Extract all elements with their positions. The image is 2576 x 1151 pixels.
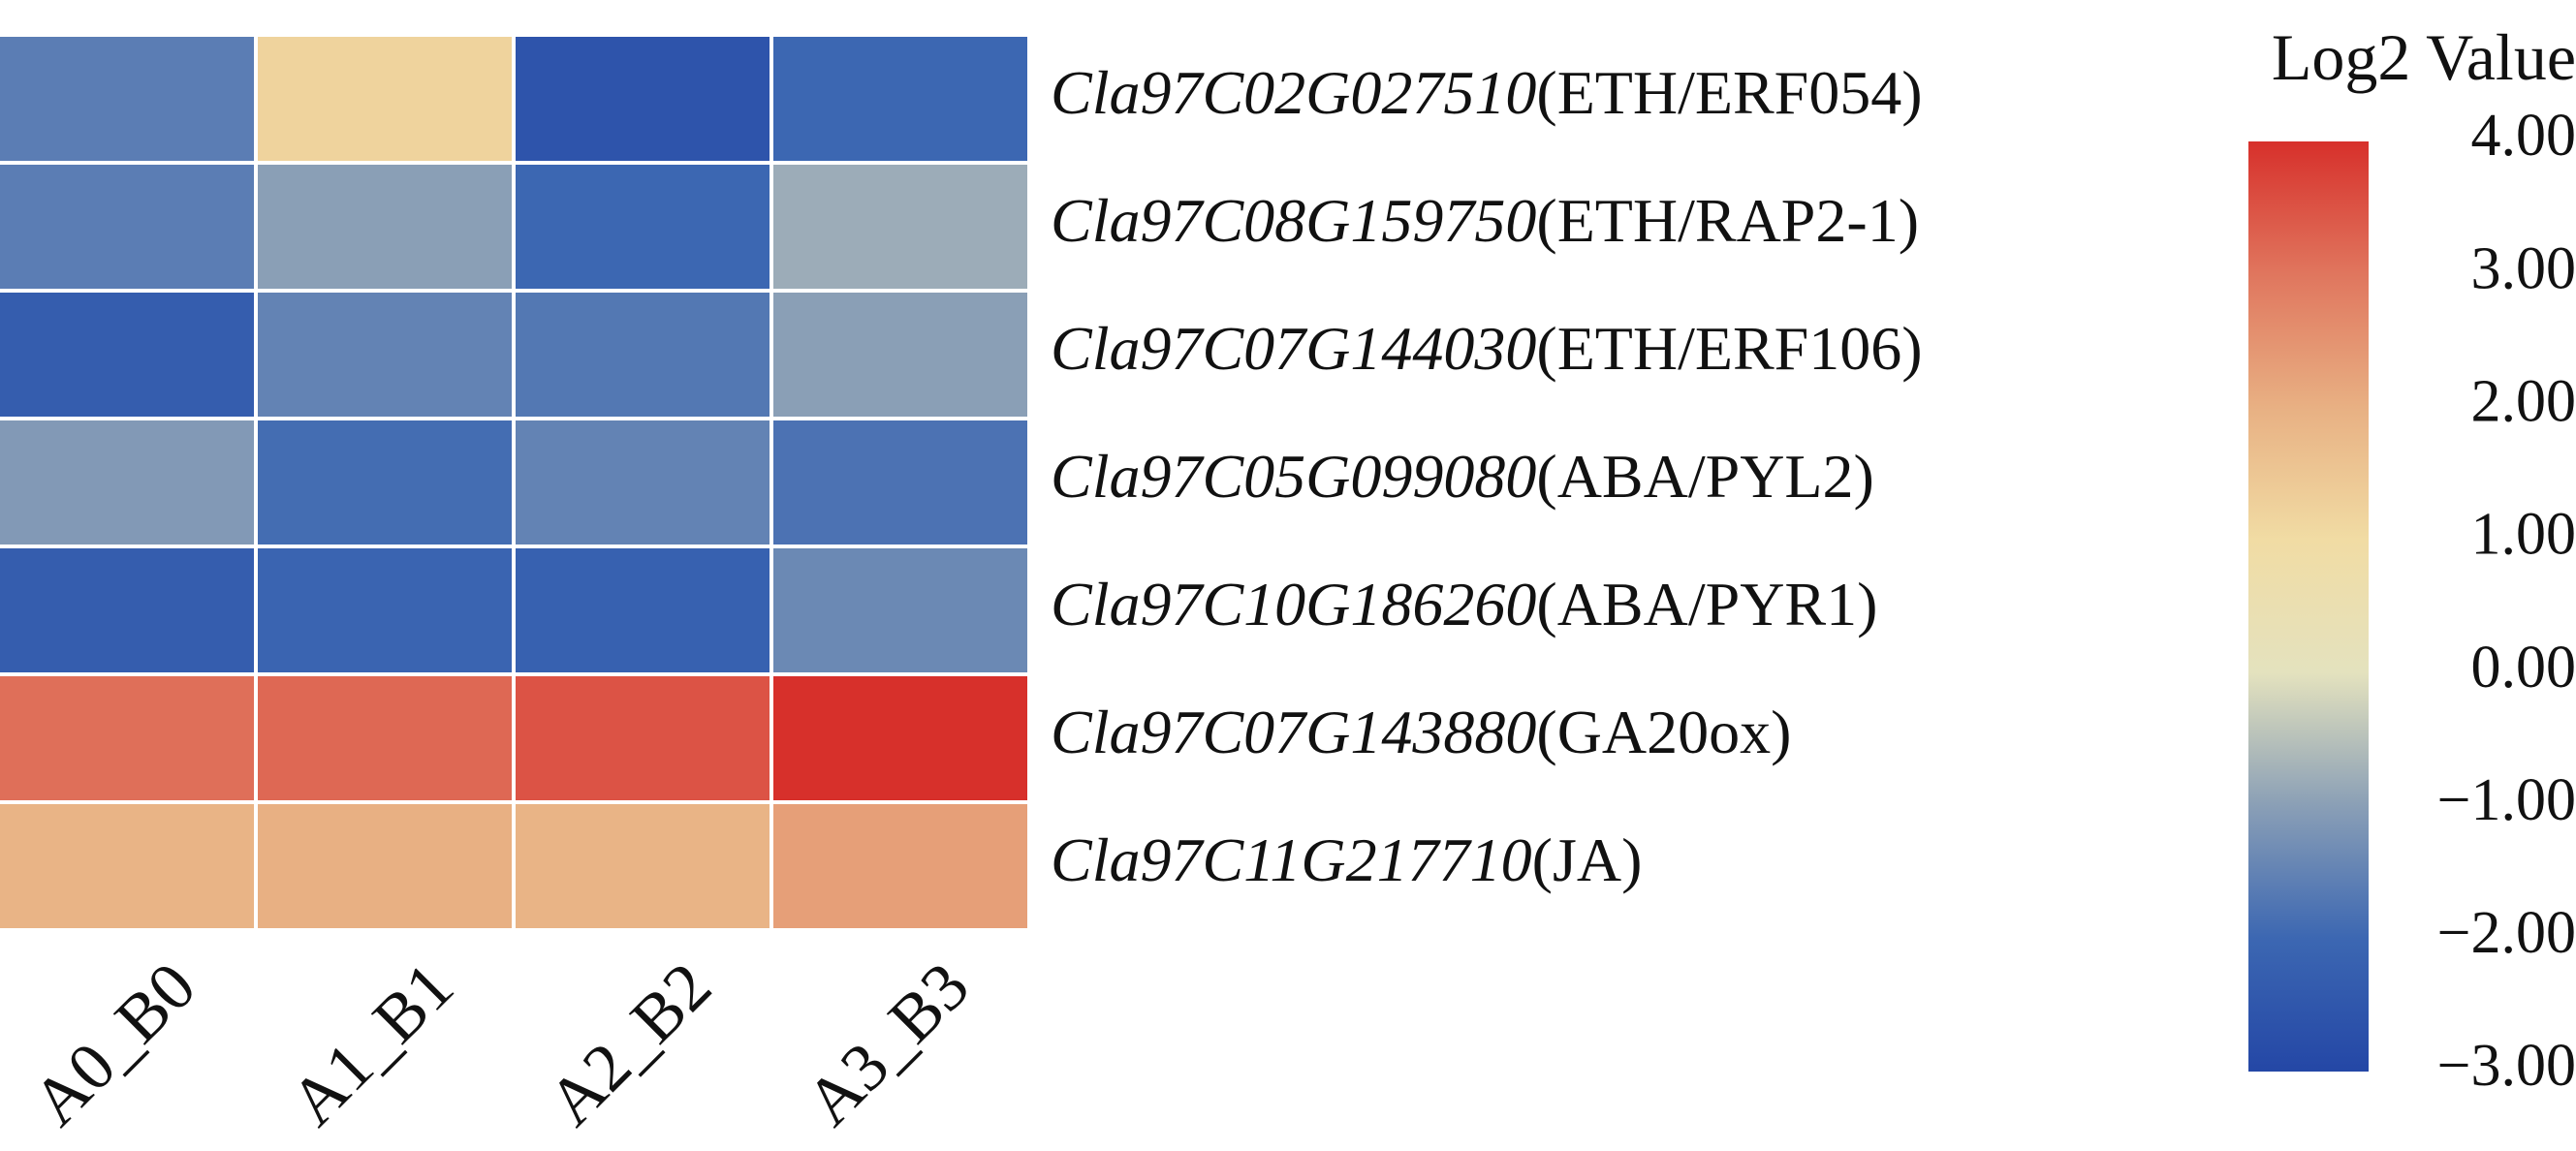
row-label: Cla97C10G186260(ABA/PYR1) (1051, 570, 1877, 638)
colorbar-tick-label: −2.00 (2437, 900, 2576, 966)
heatmap-cell (516, 37, 770, 161)
heatmap-cell (258, 548, 512, 672)
row-label: Cla97C08G159750(ETH/RAP2-1) (1051, 186, 1919, 255)
gene-annotation: (ETH/RAP2-1) (1536, 186, 1919, 255)
colorbar-tick-label: 3.00 (2471, 235, 2576, 301)
column-labels: A0_B0 A1_B1 A2_B2 A3_B3 (18, 949, 983, 1139)
gene-id: Cla97C11G217710 (1051, 825, 1532, 894)
heatmap-cell (258, 420, 512, 544)
heatmap-cell (773, 37, 1027, 161)
heatmap-cell (773, 676, 1027, 800)
row-label: Cla97C05G099080(ABA/PYL2) (1051, 442, 1874, 511)
heatmap-cell (773, 420, 1027, 544)
heatmap-cell (258, 804, 512, 928)
gene-annotation: (GA20ox) (1536, 698, 1791, 766)
heatmap-cell (258, 676, 512, 800)
gene-id: Cla97C07G144030 (1051, 314, 1536, 383)
colorbar-tick-label: 0.00 (2471, 635, 2576, 700)
column-label: A3_B3 (792, 949, 983, 1139)
column-label: A2_B2 (534, 949, 725, 1139)
gene-annotation: (JA) (1532, 825, 1643, 894)
heatmap-cell (0, 548, 254, 672)
gene-id: Cla97C10G186260 (1051, 570, 1536, 638)
row-label: Cla97C07G143880(GA20ox) (1051, 698, 1791, 766)
gene-annotation: (ETH/ERF054) (1536, 58, 1922, 127)
row-label: Cla97C11G217710(JA) (1051, 825, 1642, 894)
heatmap-cell (516, 420, 770, 544)
column-label: A1_B1 (276, 949, 467, 1139)
colorbar-tick-label: −3.00 (2437, 1033, 2576, 1099)
colorbar-gradient (2248, 141, 2369, 1072)
legend-title: Log2 Value (2272, 20, 2576, 94)
gene-annotation: (ABA/PYR1) (1536, 570, 1877, 638)
color-legend: Log2 Value 4.00 3.00 2.00 1.00 0.00 −1.00 −2.0… (2248, 20, 2576, 1099)
colorbar-tick-label: −1.00 (2437, 767, 2576, 833)
colorbar-tick-label: 1.00 (2471, 502, 2576, 568)
colorbar-ticks: 4.00 3.00 2.00 1.00 0.00 −1.00 −2.00 −3.00 (2437, 103, 2576, 1099)
row-label: Cla97C07G144030(ETH/ERF106) (1051, 314, 1923, 383)
heatmap-cell (258, 165, 512, 289)
heatmap-cell (0, 293, 254, 417)
heatmap-cell (773, 165, 1027, 289)
heatmap-cells (0, 37, 1027, 928)
heatmap-cell (773, 804, 1027, 928)
heatmap-cell (258, 293, 512, 417)
heatmap-cell (773, 293, 1027, 417)
gene-id: Cla97C07G143880 (1051, 698, 1536, 766)
row-labels: Cla97C02G027510(ETH/ERF054)Cla97C08G1597… (1051, 58, 1923, 894)
gene-id: Cla97C05G099080 (1051, 442, 1536, 511)
heatmap-cell (516, 548, 770, 672)
heatmap-cell (516, 165, 770, 289)
colorbar-tick-label: 4.00 (2471, 103, 2576, 169)
column-label: A0_B0 (18, 949, 209, 1139)
gene-id: Cla97C02G027510 (1051, 58, 1536, 127)
heatmap-cell (0, 676, 254, 800)
heatmap-cell (773, 548, 1027, 672)
heatmap-cell (258, 37, 512, 161)
gene-id: Cla97C08G159750 (1051, 186, 1536, 255)
gene-annotation: (ETH/ERF106) (1536, 314, 1922, 383)
colorbar-tick-label: 2.00 (2471, 369, 2576, 435)
heatmap-cell (0, 165, 254, 289)
heatmap-cell (516, 804, 770, 928)
gene-annotation: (ABA/PYL2) (1536, 442, 1873, 511)
row-label: Cla97C02G027510(ETH/ERF054) (1051, 58, 1923, 127)
heatmap-cell (516, 676, 770, 800)
heatmap-cell (516, 293, 770, 417)
heatmap-cell (0, 804, 254, 928)
heatmap-cell (0, 37, 254, 161)
heatmap-cell (0, 420, 254, 544)
